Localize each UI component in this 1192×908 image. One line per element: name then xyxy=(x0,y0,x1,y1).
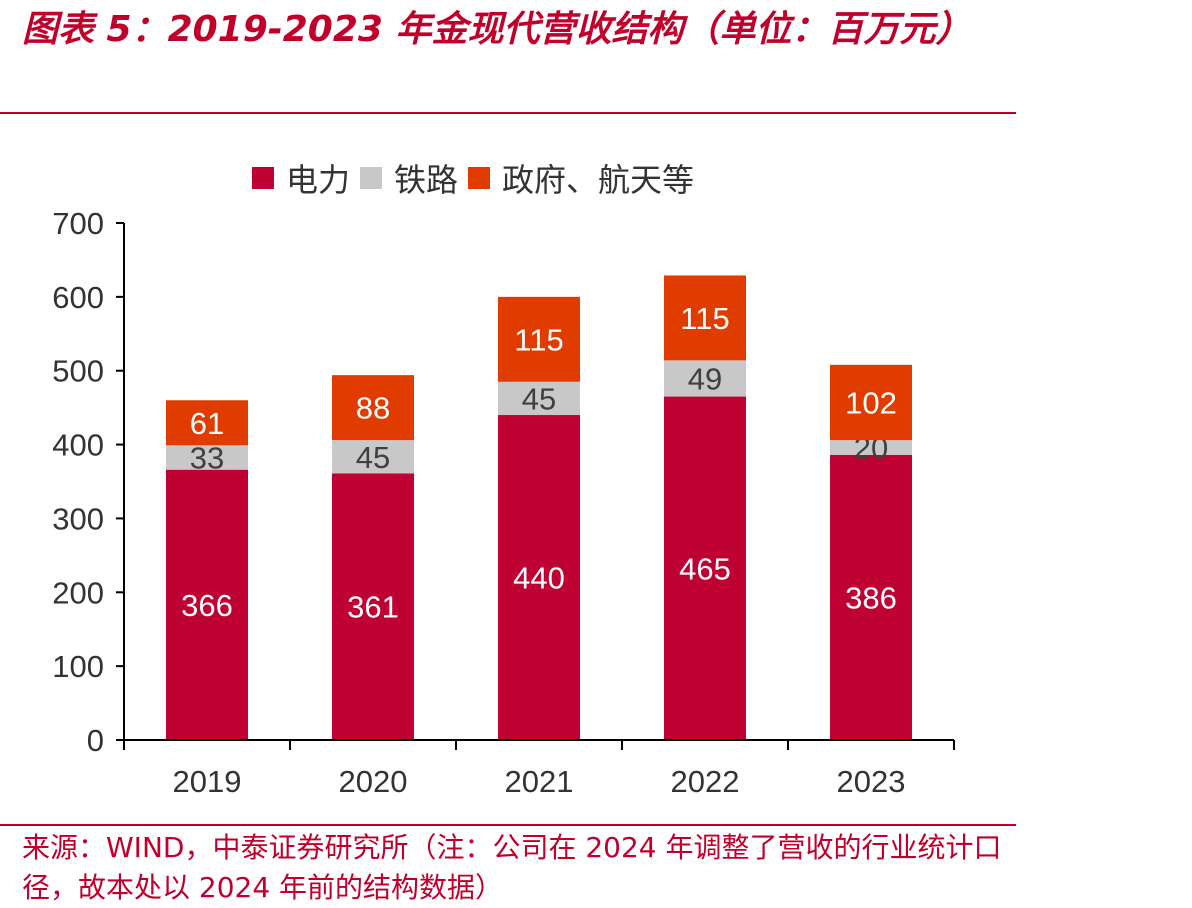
bar-2021-series-0 xyxy=(498,415,580,740)
bar-2022-series-0 xyxy=(664,396,746,740)
data-label-2022-series-1: 49 xyxy=(688,361,722,396)
title-divider xyxy=(0,112,1016,114)
legend-item-government: 政府、航天等 xyxy=(468,155,694,201)
legend-label-railway: 铁路 xyxy=(394,161,459,199)
data-label-2022-series-0: 465 xyxy=(679,551,731,586)
data-label-2019-series-0: 366 xyxy=(181,588,233,623)
source-divider xyxy=(0,824,1016,826)
data-label-2019-series-2: 61 xyxy=(190,406,224,441)
y-tick-label-100: 100 xyxy=(52,649,104,684)
data-label-2021-series-0: 440 xyxy=(513,561,565,596)
y-tick-label-0: 0 xyxy=(87,723,104,758)
legend-item-railway: 铁路 xyxy=(360,155,458,201)
bar-2021-series-1 xyxy=(498,381,580,416)
x-tick-label-2023: 2023 xyxy=(837,764,906,799)
chart-legend: 电力 铁路 政府、航天等 xyxy=(252,155,704,201)
data-label-2019-series-1: 33 xyxy=(190,440,224,475)
bar-2023-series-0 xyxy=(830,454,912,740)
data-label-2020-series-1: 45 xyxy=(356,440,390,475)
bar-2021-series-2 xyxy=(498,296,580,382)
x-tick-label-2022: 2022 xyxy=(671,764,740,799)
data-label-2020-series-2: 88 xyxy=(356,391,390,426)
bar-2023-series-1 xyxy=(830,440,912,455)
bar-2023-series-2 xyxy=(830,364,912,441)
bar-2019-series-2 xyxy=(166,400,248,446)
data-label-2021-series-2: 115 xyxy=(514,322,563,357)
x-tick-label-2020: 2020 xyxy=(339,764,408,799)
legend-item-power: 电力 xyxy=(252,155,350,201)
data-label-2023-series-2: 102 xyxy=(845,385,897,420)
bar-2019-series-0 xyxy=(166,469,248,740)
bar-2022-series-2 xyxy=(664,275,746,361)
y-tick-label-300: 300 xyxy=(52,501,104,536)
x-tick-label-2019: 2019 xyxy=(173,764,242,799)
data-label-2021-series-1: 45 xyxy=(522,381,556,416)
chart-title: 图表 5：2019-2023 年金现代营收结构（单位：百万元） xyxy=(22,9,972,50)
legend-label-government: 政府、航天等 xyxy=(502,161,695,199)
bar-2020-series-0 xyxy=(332,473,414,740)
legend-label-power: 电力 xyxy=(286,161,351,199)
legend-swatch-railway xyxy=(360,167,383,189)
y-tick-label-500: 500 xyxy=(52,354,104,389)
bar-2019-series-1 xyxy=(166,445,248,470)
x-tick-label-2021: 2021 xyxy=(505,764,574,799)
bar-2020-series-2 xyxy=(332,375,414,441)
legend-swatch-government xyxy=(468,167,491,189)
stacked-bar-chart: 3663361361458844045115465491153862010201… xyxy=(52,206,955,799)
bar-2020-series-1 xyxy=(332,440,414,474)
source-note: 来源：WIND，中泰证券研究所（注：公司在 2024 年调整了营收的行业统计口径… xyxy=(22,831,1002,904)
data-label-2023-series-0: 386 xyxy=(845,580,897,615)
data-label-2020-series-0: 361 xyxy=(347,590,399,625)
legend-swatch-power xyxy=(252,167,274,189)
data-label-2022-series-2: 115 xyxy=(680,301,729,336)
y-tick-label-600: 600 xyxy=(52,280,104,315)
bar-2022-series-1 xyxy=(664,360,746,397)
y-tick-label-400: 400 xyxy=(52,428,104,463)
y-tick-label-700: 700 xyxy=(52,206,104,241)
y-tick-label-200: 200 xyxy=(52,575,104,610)
